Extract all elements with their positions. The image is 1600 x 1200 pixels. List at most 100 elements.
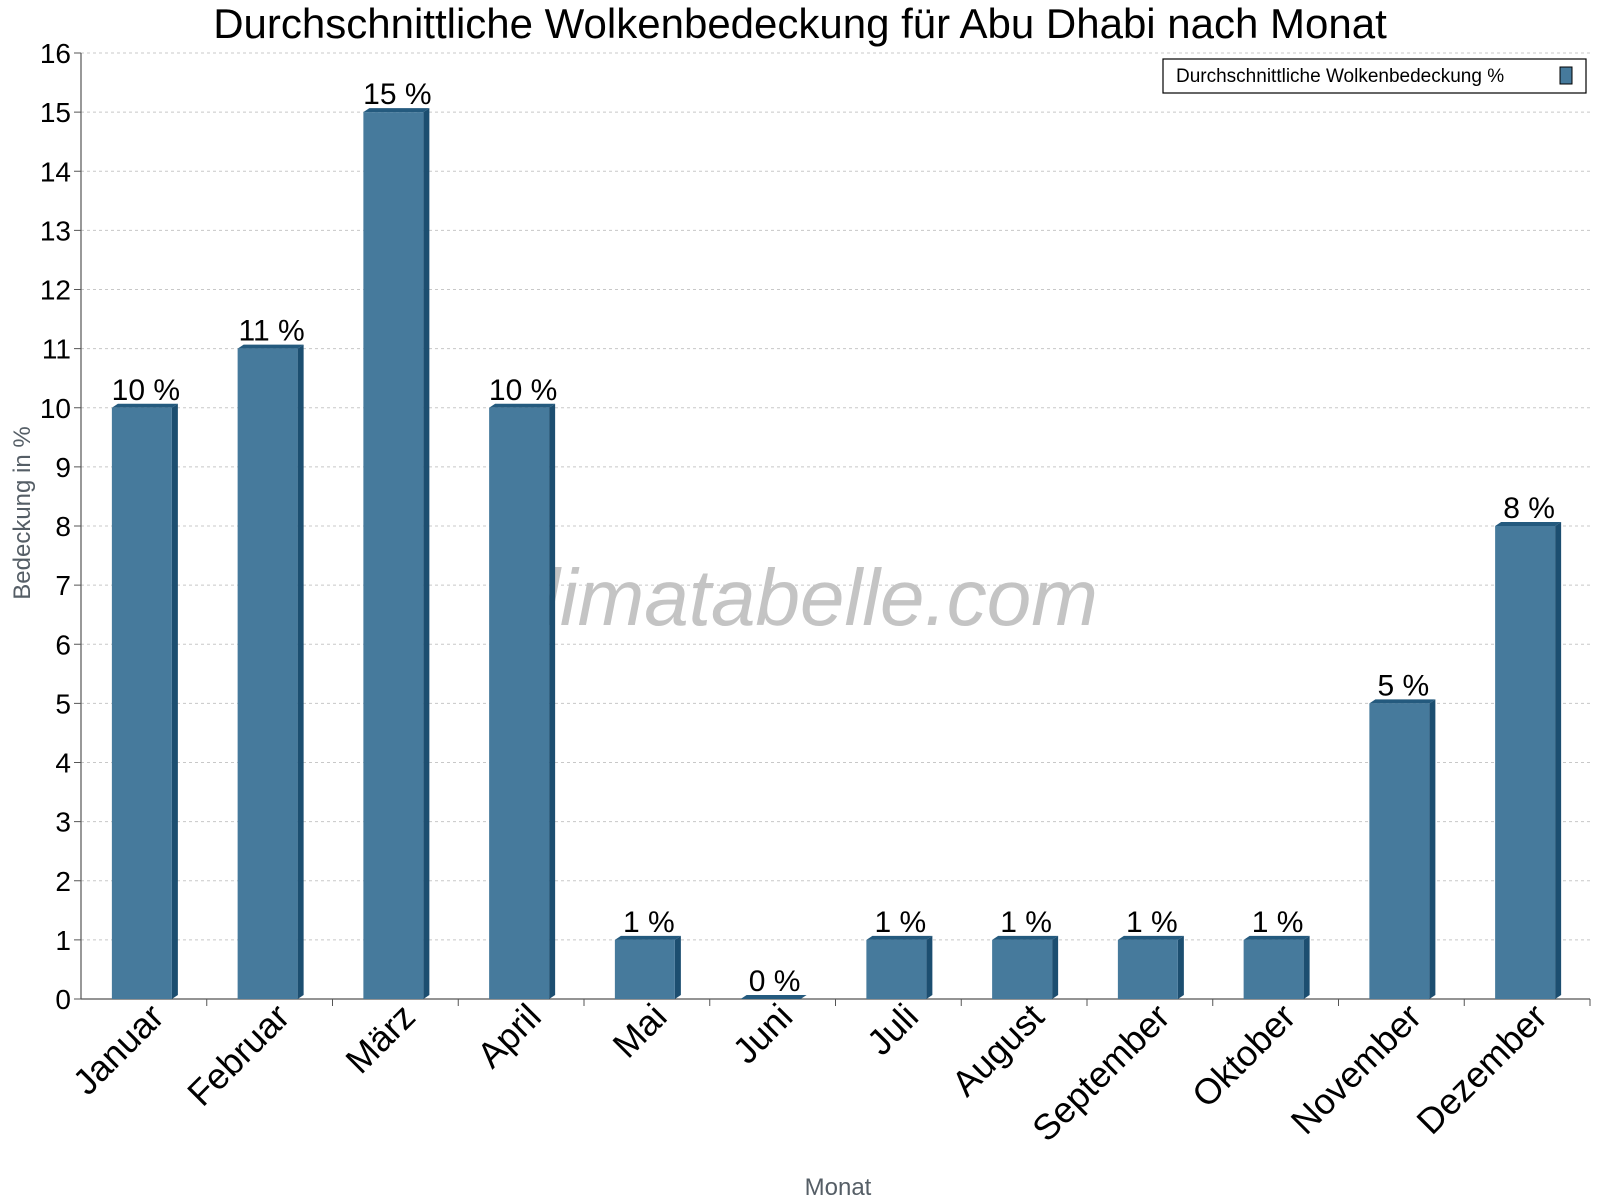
bar-front-september <box>1117 939 1178 999</box>
bar-april <box>489 403 556 999</box>
axes <box>80 53 1590 1000</box>
y-tick-label-4: 4 <box>55 748 71 779</box>
bar-dezember <box>1495 522 1562 999</box>
x-tick-label-februar: Februar <box>179 996 297 1114</box>
value-label-mai: 1 % <box>623 906 675 939</box>
bar-front-dezember <box>1495 526 1556 999</box>
y-tick-label-8: 8 <box>55 511 71 542</box>
y-tick-label-10: 10 <box>40 393 71 424</box>
gridlines <box>81 52 1590 941</box>
bar-top-dezember <box>1495 522 1562 526</box>
bar-side-november <box>1429 699 1436 999</box>
y-tick-label-16: 16 <box>40 38 71 69</box>
value-label-juli: 1 % <box>875 906 927 939</box>
bar-front-april <box>489 407 550 999</box>
bar-september <box>1117 935 1184 999</box>
value-label-oktober: 1 % <box>1252 906 1304 939</box>
y-tick-label-5: 5 <box>55 688 71 719</box>
bar-top-august <box>992 935 1059 940</box>
bar-front-november <box>1369 703 1430 999</box>
bar-top-juni <box>740 995 807 999</box>
y-tick-label-1: 1 <box>55 925 71 956</box>
bar-side-april <box>549 403 556 999</box>
x-tick-label-juni: Juni <box>725 996 801 1072</box>
bar-side-september <box>1177 935 1184 999</box>
y-tick-label-7: 7 <box>55 570 71 601</box>
x-tick-label-mai: Mai <box>605 996 675 1066</box>
value-label-april: 10 % <box>489 374 557 407</box>
bar-juni <box>740 995 807 999</box>
x-tick-label-juli: Juli <box>859 996 926 1063</box>
y-tick-label-2: 2 <box>55 866 71 897</box>
bar-november <box>1369 699 1436 999</box>
x-axis-title: Monat <box>805 1174 872 1200</box>
y-tick-label-14: 14 <box>40 156 71 187</box>
bar-front-oktober <box>1243 939 1304 999</box>
y-tick-label-6: 6 <box>55 629 71 660</box>
bar-top-juli <box>866 935 933 940</box>
x-tick-label-januar: Januar <box>65 996 172 1103</box>
bar-front-mai <box>614 939 675 999</box>
bar-top-februar <box>237 344 304 349</box>
value-label-september: 1 % <box>1126 906 1178 939</box>
bar-front-juli <box>866 939 927 999</box>
bar-top-april <box>489 403 556 408</box>
bar-side-märz <box>423 108 430 999</box>
bar-juli <box>866 935 933 999</box>
bar-side-januar <box>171 403 178 999</box>
value-label-juni: 0 % <box>749 965 801 998</box>
value-label-november: 5 % <box>1378 669 1430 702</box>
value-label-märz: 15 % <box>363 78 431 111</box>
bar-februar <box>237 344 304 999</box>
value-label-dezember: 8 % <box>1503 492 1555 525</box>
x-tick-label-november: November <box>1283 996 1429 1142</box>
legend-label: Durchschnittliche Wolkenbedeckung % <box>1176 66 1504 87</box>
x-tick-label-september: September <box>1024 996 1178 1150</box>
x-tick-label-märz: März <box>337 996 423 1082</box>
y-tick-label-9: 9 <box>55 452 71 483</box>
bar-side-februar <box>297 344 304 999</box>
bar-side-juli <box>926 935 933 999</box>
x-tick-label-dezember: Dezember <box>1408 996 1554 1142</box>
bar-side-dezember <box>1555 522 1562 999</box>
bar-side-august <box>1052 935 1059 999</box>
legend-swatch <box>1559 66 1573 85</box>
value-labels: 10 % 11 % 15 % 10 % 1 % 0 % 1 % 1 % 1 % 1 % 5 % 8 % <box>112 78 1555 998</box>
bar-front-februar <box>237 348 298 999</box>
bar-märz <box>363 108 430 999</box>
bar-top-märz <box>363 108 430 113</box>
chart-title: Durchschnittliche Wolkenbedeckung für Ab… <box>213 0 1387 47</box>
bar-front-august <box>992 939 1053 999</box>
x-tick-label-august: August <box>944 996 1052 1104</box>
y-tick-label-3: 3 <box>55 807 71 838</box>
y-tick-label-13: 13 <box>40 215 71 246</box>
bar-top-september <box>1117 935 1184 940</box>
x-axis-ticks: Januar Februar März April Mai Juni Juli AugustS… <box>65 996 1591 1150</box>
bar-side-oktober <box>1303 935 1310 999</box>
legend-box <box>1162 58 1587 94</box>
bar-front-märz <box>363 112 424 999</box>
x-tick-label-oktober: Oktober <box>1184 996 1304 1116</box>
bar-oktober <box>1243 935 1310 999</box>
y-tick-label-15: 15 <box>40 97 71 128</box>
bar-januar <box>111 403 178 999</box>
bar-top-oktober <box>1243 935 1310 940</box>
bar-top-mai <box>614 935 681 940</box>
bar-side-mai <box>674 935 681 999</box>
y-tick-label-11: 11 <box>42 334 71 365</box>
bar-august <box>992 935 1059 999</box>
value-label-januar: 10 % <box>112 374 180 407</box>
bar-mai <box>614 935 681 999</box>
watermark-text: klimatabelle.com <box>502 553 1098 642</box>
y-axis-title: Bedeckung in % <box>9 426 36 599</box>
value-label-august: 1 % <box>1000 906 1052 939</box>
y-tick-label-12: 12 <box>40 275 71 306</box>
bar-series <box>111 108 1562 999</box>
value-label-februar: 11 % <box>239 315 305 348</box>
bar-front-januar <box>111 407 172 999</box>
y-tick-label-0: 0 <box>55 984 71 1015</box>
bar-top-november <box>1369 699 1436 704</box>
bar-top-januar <box>111 403 178 408</box>
